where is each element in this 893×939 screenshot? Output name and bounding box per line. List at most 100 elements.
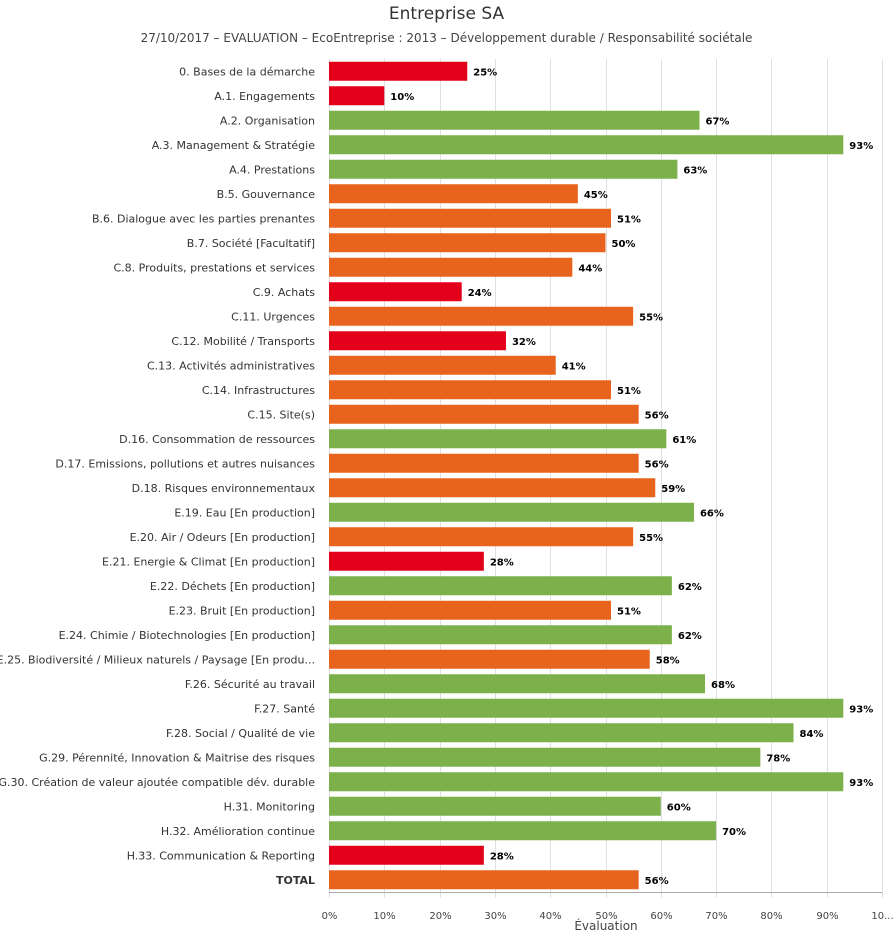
value-label: 68%: [711, 680, 735, 691]
bars: [329, 61, 844, 890]
chart-subtitle: 27/10/2017 – EVALUATION – EcoEntreprise …: [140, 31, 753, 45]
category-label: E.23. Bruit [En production]: [169, 604, 315, 617]
bar: [329, 380, 612, 400]
bar: [329, 502, 694, 522]
category-label: E.19. Eau [En production]: [174, 506, 315, 519]
value-label: 93%: [849, 704, 873, 715]
x-tick-label: 10%: [373, 911, 395, 922]
value-label: 61%: [672, 435, 696, 446]
category-label: C.15. Site(s): [247, 408, 315, 421]
value-label: 45%: [584, 190, 608, 201]
bar: [329, 159, 678, 179]
category-label: G.29. Pérennité, Innovation & Maitrise d…: [39, 751, 315, 764]
category-label: TOTAL: [276, 874, 315, 887]
bar: [329, 723, 794, 743]
category-label: A.4. Prestations: [229, 163, 315, 176]
x-tick-label: 30%: [484, 911, 506, 922]
category-label: D.16. Consommation de ressources: [119, 433, 315, 446]
x-tick-label: 50%: [595, 911, 617, 922]
bar: [329, 453, 639, 473]
category-label: D.18. Risques environnementaux: [132, 482, 316, 495]
bar: [329, 355, 556, 375]
category-label: C.11. Urgences: [231, 310, 315, 323]
category-label: C.13. Activités administratives: [147, 359, 315, 372]
x-tick-label: 20%: [429, 911, 451, 922]
value-label: 51%: [617, 386, 641, 397]
x-axis-ticks: 0% 10% 20% 30% 40% 50% 60% 70% 80% 90% 10...: [322, 911, 893, 922]
category-label: B.7. Société [Facultatif]: [187, 237, 315, 250]
bar: [329, 772, 844, 792]
category-labels: 0. Bases de la démarche A.1. Engagements A…: [0, 65, 315, 887]
bar: [329, 600, 612, 620]
x-tick-label: 10...: [871, 911, 893, 922]
value-label: 51%: [617, 606, 641, 617]
value-label: 28%: [490, 557, 514, 568]
bar: [329, 233, 606, 253]
category-label: C.12. Mobilité / Transports: [171, 335, 315, 348]
category-label: F.26. Sécurité au travail: [185, 678, 315, 691]
category-label: F.27. Santé: [254, 702, 315, 715]
value-label: 93%: [849, 778, 873, 789]
value-label: 55%: [639, 312, 663, 323]
value-label: 10%: [390, 92, 414, 103]
value-label: 25%: [473, 67, 497, 78]
category-label: A.1. Engagements: [214, 90, 315, 103]
value-label: 58%: [656, 655, 680, 666]
bar: [329, 576, 672, 596]
bar: [329, 86, 385, 106]
category-label: E.22. Déchets [En production]: [150, 580, 315, 593]
x-tick-label: 0%: [322, 911, 338, 922]
bar: [329, 184, 578, 204]
value-label: 67%: [706, 116, 730, 127]
value-label: 55%: [639, 533, 663, 544]
value-label: 63%: [683, 165, 707, 176]
bar: [329, 110, 700, 130]
value-label: 50%: [612, 239, 636, 250]
category-label: D.17. Emissions, pollutions et autres nu…: [55, 457, 315, 470]
category-label: E.20. Air / Odeurs [En production]: [130, 531, 315, 544]
bar: [329, 796, 661, 816]
bar: [329, 821, 717, 841]
category-label: A.3. Management & Stratégie: [152, 139, 316, 152]
value-label: 56%: [645, 876, 669, 887]
bar: [329, 674, 706, 694]
bar: [329, 61, 468, 81]
x-tick-label: 40%: [539, 911, 561, 922]
value-label: 66%: [700, 508, 724, 519]
value-label: 24%: [468, 288, 492, 299]
bar: [329, 429, 667, 449]
category-label: H.33. Communication & Reporting: [127, 849, 315, 862]
bar: [329, 282, 462, 302]
chart-title: Entreprise SA: [388, 4, 505, 24]
value-label: 78%: [766, 753, 790, 764]
bar: [329, 870, 639, 890]
category-label: 0. Bases de la démarche: [179, 65, 315, 78]
bar: [329, 551, 484, 571]
bar: [329, 404, 639, 424]
bar: [329, 331, 506, 351]
bar: [329, 135, 844, 155]
x-axis-title: Évaluation: [574, 918, 637, 933]
value-label: 93%: [849, 141, 873, 152]
x-tick-label: 70%: [705, 911, 727, 922]
value-label: 44%: [578, 263, 602, 274]
value-label: 59%: [661, 484, 685, 495]
category-label: H.31. Monitoring: [224, 800, 315, 813]
category-label: E.25. Biodiversité / Milieux naturels / …: [0, 653, 315, 666]
bar: [329, 208, 612, 228]
bar: [329, 698, 844, 718]
category-label: B.6. Dialogue avec les parties prenantes: [92, 212, 315, 225]
category-label: C.14. Infrastructures: [202, 384, 315, 397]
category-label: G.30. Création de valeur ajoutée compati…: [0, 776, 315, 789]
x-tick-label: 90%: [816, 911, 838, 922]
category-label: B.5. Gouvernance: [217, 188, 316, 201]
x-tick-label: 80%: [760, 911, 782, 922]
value-label: 51%: [617, 214, 641, 225]
x-tick-label: 60%: [650, 911, 672, 922]
bar: [329, 478, 656, 498]
bar: [329, 625, 672, 645]
category-label: H.32. Amélioration continue: [161, 825, 315, 838]
bar: [329, 527, 634, 547]
